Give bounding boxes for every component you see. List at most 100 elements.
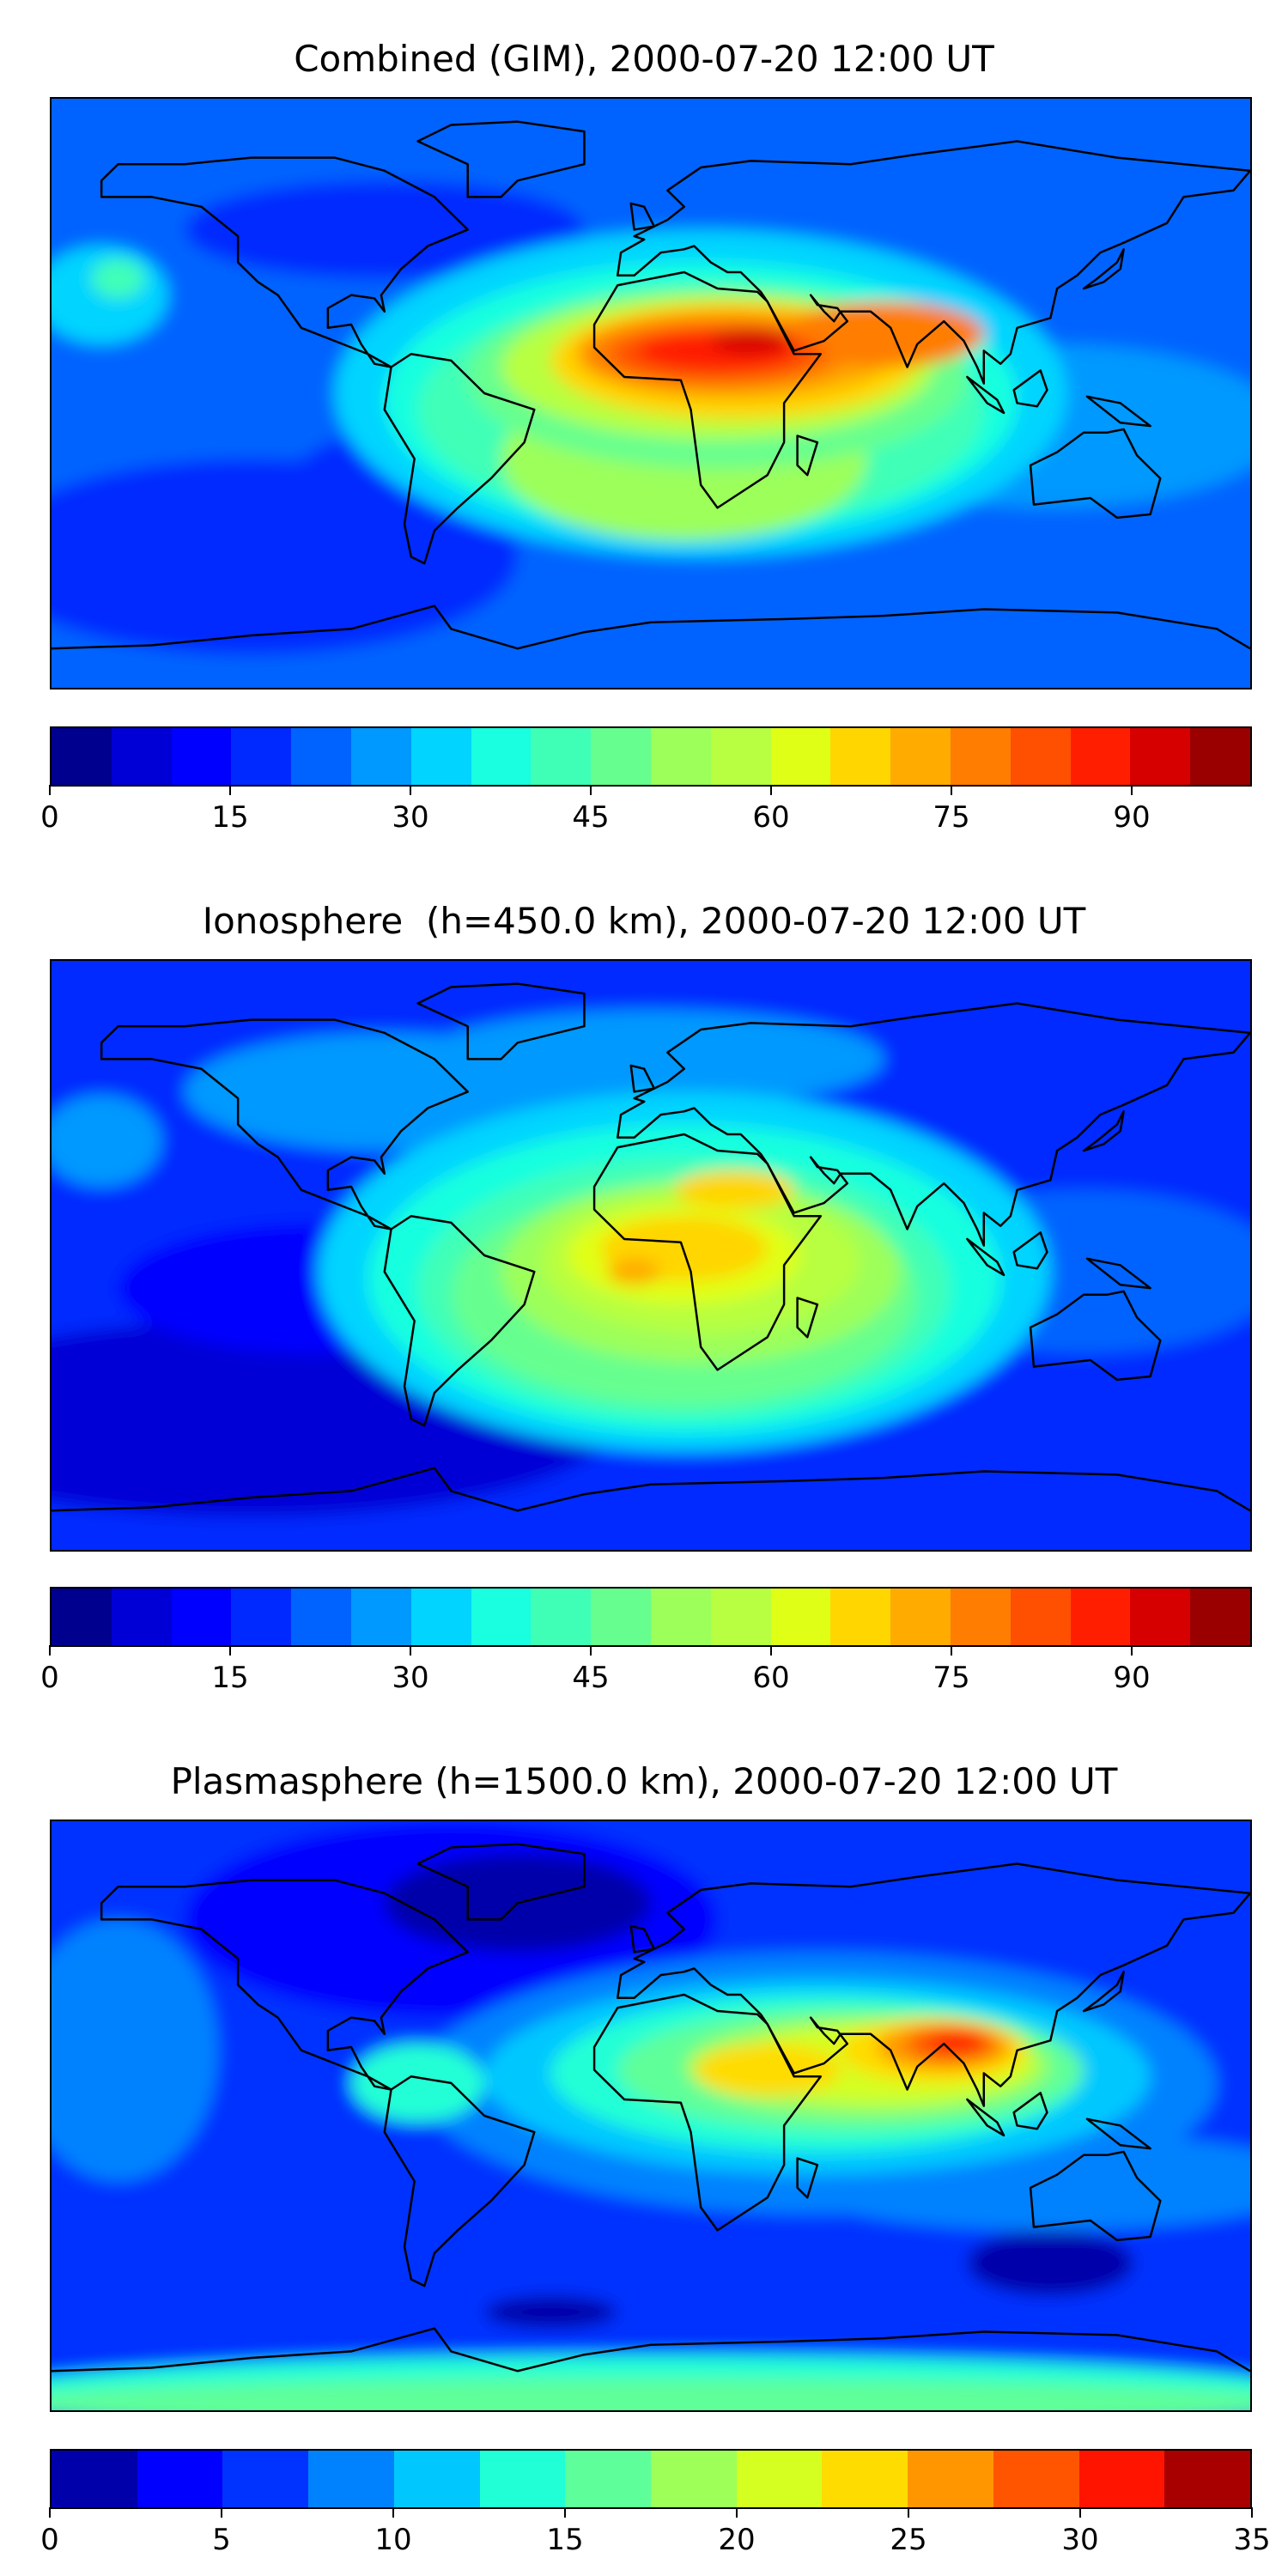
colorbar-tick <box>410 785 411 795</box>
coastline-africa <box>594 1995 821 2230</box>
coastline-australia <box>1030 429 1160 518</box>
colorbar-level-18 <box>1130 728 1191 785</box>
contour-region <box>351 2044 485 2123</box>
contour-region <box>710 327 791 355</box>
contour-region <box>52 1919 218 2182</box>
colorbar-level-0 <box>52 2451 137 2507</box>
coastline-africa <box>594 1134 821 1370</box>
panel-2-title: Ionosphere (h=450.0 km), 2000-07-20 12:0… <box>202 900 1086 942</box>
colorbar-level-16 <box>1010 728 1071 785</box>
coastline-japan <box>1084 249 1124 289</box>
colorbar-tick-label: 0 <box>40 1661 59 1695</box>
colorbar-tick <box>951 785 952 795</box>
panel-1-map <box>50 97 1252 690</box>
colorbar-level-13 <box>830 728 891 785</box>
coastline-borneo <box>1014 370 1048 406</box>
colorbar-level-13 <box>830 1589 891 1645</box>
colorbar-tick-label: 90 <box>1113 1661 1151 1695</box>
contour-region <box>417 1010 884 1109</box>
colorbar-level-19 <box>1190 1589 1250 1645</box>
contour-region <box>607 1258 661 1285</box>
panel-2-map <box>50 959 1252 1552</box>
coastline-antarctica <box>52 2329 1250 2372</box>
colorbar-tick <box>908 2507 909 2518</box>
contour-region <box>52 1095 161 1187</box>
coastline-greenland <box>418 122 585 197</box>
colorbar-tick-label: 15 <box>211 1661 249 1695</box>
coastline-south-america <box>385 354 535 563</box>
panel-1-title: Combined (GIM), 2000-07-20 12:00 UT <box>294 38 994 80</box>
colorbar-level-10 <box>908 2451 993 2507</box>
colorbar-level-12 <box>770 728 831 785</box>
colorbar-tick <box>770 1645 772 1656</box>
coastline-africa <box>594 272 821 507</box>
colorbar-tick <box>49 785 51 795</box>
colorbar-level-9 <box>591 728 651 785</box>
colorbar-level-1 <box>111 1589 172 1645</box>
contour-region <box>52 2377 1250 2410</box>
contour-region <box>674 1170 794 1210</box>
colorbar-level-14 <box>890 1589 951 1645</box>
colorbar-level-19 <box>1190 728 1250 785</box>
colorbar-level-3 <box>231 1589 292 1645</box>
colorbar-tick-label: 0 <box>40 800 59 835</box>
colorbar-tick-label: 75 <box>933 800 970 835</box>
coastline-new-guinea <box>1087 2119 1151 2148</box>
colorbar-level-2 <box>171 728 232 785</box>
colorbar-tick-label: 5 <box>212 2523 231 2557</box>
colorbar-level-9 <box>591 1589 651 1645</box>
coastline-sumatra <box>967 2099 1004 2136</box>
coastline-north-america <box>101 1880 468 2090</box>
coastline-sumatra <box>967 1239 1004 1275</box>
colorbar-tick <box>1251 2507 1253 2518</box>
panel-3-map <box>50 1820 1252 2412</box>
colorbar-level-9 <box>822 2451 908 2507</box>
colorbar-level-11 <box>710 1589 771 1645</box>
coastline-antarctica <box>52 606 1250 649</box>
colorbar-level-17 <box>1070 1589 1131 1645</box>
colorbar-tick-label: 15 <box>211 800 249 835</box>
colorbar-level-1 <box>137 2451 223 2507</box>
contour-field <box>52 961 1250 1550</box>
colorbar-tick-label: 90 <box>1113 800 1151 835</box>
panel-1-colorbar <box>50 726 1252 787</box>
colorbar-tick-label: 45 <box>572 1661 610 1695</box>
panel-3-colorbar <box>50 2449 1252 2509</box>
contour-region <box>91 258 145 299</box>
colorbar-level-8 <box>736 2451 823 2507</box>
coastline-japan <box>1084 1971 1124 2011</box>
colorbar-level-3 <box>308 2451 394 2507</box>
coastline-madagascar <box>798 436 817 476</box>
colorbar-level-10 <box>650 728 711 785</box>
panel-2-colorbar <box>50 1587 1252 1647</box>
coastline-borneo <box>1014 2093 1048 2129</box>
coastline-new-guinea <box>1087 1259 1151 1288</box>
colorbar-tick <box>590 785 592 795</box>
colorbar-tick <box>410 1645 411 1656</box>
coastline-uk <box>631 1926 654 1952</box>
coastline-australia <box>1030 2152 1160 2240</box>
colorbar-level-4 <box>291 728 351 785</box>
colorbar-tick <box>229 785 231 795</box>
colorbar-tick <box>49 2507 51 2518</box>
colorbar-level-16 <box>1010 1589 1071 1645</box>
coastline-uk <box>631 1066 654 1091</box>
contour-field <box>52 99 1250 688</box>
colorbar-level-18 <box>1130 1589 1191 1645</box>
colorbar-level-4 <box>393 2451 480 2507</box>
colorbar-tick <box>736 2507 738 2518</box>
colorbar-level-5 <box>350 1589 411 1645</box>
colorbar-tick-label: 60 <box>752 800 790 835</box>
panel-1-colorbar-ticks: 0 15 30 45 60 75 90 <box>40 785 1252 836</box>
colorbar-level-6 <box>565 2451 652 2507</box>
colorbar-tick <box>49 1645 51 1656</box>
coastline-south-america <box>385 2076 535 2286</box>
colorbar-tick-label: 20 <box>718 2523 756 2557</box>
coastline-australia <box>1030 1291 1160 1380</box>
colorbar-level-11 <box>710 728 771 785</box>
contour-region <box>967 2230 1134 2296</box>
colorbar-tick-label: 60 <box>752 1661 790 1695</box>
colorbar-tick <box>221 2507 222 2518</box>
colorbar-level-7 <box>651 2451 737 2507</box>
colorbar-tick-label: 10 <box>374 2523 412 2557</box>
